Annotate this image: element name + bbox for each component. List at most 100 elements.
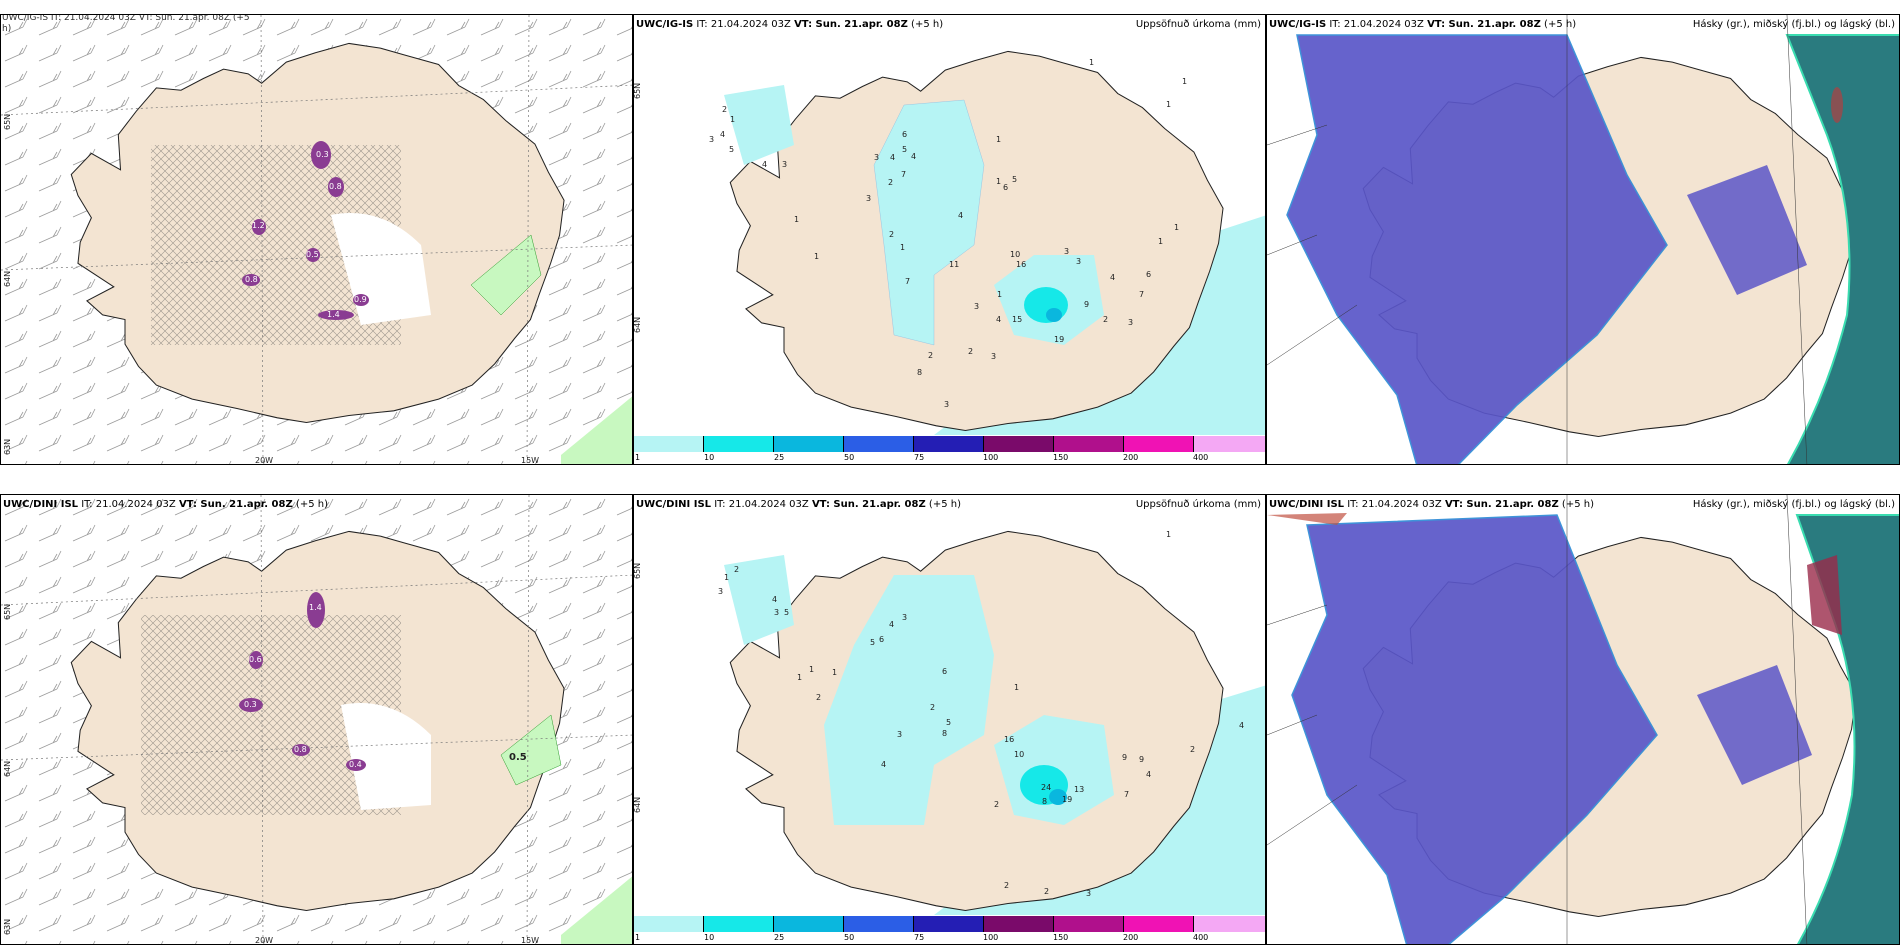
field-title: Uppsöfnuð úrkoma (mm) [1135,19,1261,30]
precip-blob [292,744,310,756]
precip-panel-top: UWC/IG-IS IT: 21.04.2024 03Z VT: Sun. 21… [633,14,1266,465]
precip-value: 2 [1103,315,1109,324]
cbar-tick: 100 [983,453,999,462]
precip-blob [328,177,344,197]
model-name: UWC/IG-IS [1269,19,1327,30]
precip-value: 3 [866,194,872,203]
precip-value: 4 [911,152,917,161]
ocean-cloud [1795,514,1899,944]
precip-value: 3 [1128,318,1134,327]
precip-value: 2 [968,347,974,356]
precip-value: 4 [1239,721,1245,730]
cloud-map [1267,495,1899,944]
lat-label: 64N [633,316,642,333]
cbar-swatch [984,916,1054,932]
precip-value: 5 [784,608,790,617]
cbar-tick: 150 [1053,453,1069,462]
cbar-swatch [1194,436,1265,452]
precip-value: 5 [902,145,908,154]
cbar-tick: 10 [704,453,715,462]
wind-panel-bottom: UWC/DINI ISL IT: 21.04.2024 03Z VT: Sun.… [0,494,633,945]
cbar-tick: 400 [1193,933,1209,942]
precip-value: 3 [709,135,715,144]
field-title: Hásky (gr.), miðský (fj.bl.) og lágský (… [1692,19,1895,30]
precip-value-label: 0.5 [306,250,319,259]
precip-value-label: 0.8 [294,745,307,754]
wind-panel-top: UWC/IG-IS IT: 21.04.2024 03Z VT: Sun. 21… [0,14,633,465]
precip-value: 10 [1014,750,1025,759]
precip-value: 6 [879,635,885,644]
cbar-swatch [844,916,914,932]
precip-value: 2 [816,693,822,702]
title-text: UWC/IG-IS IT: 21.04.2024 03Z VT: Sun. 21… [2,14,250,23]
precip-map [724,50,1265,435]
model-name: UWC/DINI ISL [3,499,79,510]
precip-value-label: 1.2 [252,221,265,230]
lat-label: 64N [3,760,12,777]
cbar-swatch [984,436,1054,452]
precip-value: 2 [1190,745,1196,754]
precip-value: 1 [996,135,1002,144]
precip-value-label: 0.4 [349,760,362,769]
precip-value-label: 1.4 [309,603,322,612]
green-value-label: 0.5 [509,752,527,763]
lat-label: 63N [3,438,12,455]
panel-header: UWC/IG-IS IT: 21.04.2024 03Z VT: Sun. 21… [636,18,1261,34]
model-name: UWC/DINI ISL [1269,499,1345,510]
lon-label: 15W [521,936,540,945]
precip-value: 1 [724,573,730,582]
panel-header: UWC/DINI ISL IT: 21.04.2024 03Z VT: Sun.… [1269,498,1895,514]
precip-value: 4 [772,595,778,604]
precip-value-label: 0.3 [316,150,329,159]
cbar-tick: 50 [844,453,855,462]
precip-value: 19 [1054,335,1065,344]
lon-label: 20W [255,936,274,945]
precip-value: 3 [1086,889,1092,898]
precip-value: 1 [1174,223,1180,232]
precip-value: 7 [901,170,907,179]
cbar-tick: 400 [1193,453,1209,462]
cbar-swatch [1054,436,1124,452]
lat-label: 64N [633,796,642,813]
precip-value: 2 [888,178,894,187]
precip-value: 1 [996,177,1002,186]
precip-value: 11 [949,260,960,269]
lat-label: 63N [3,918,12,935]
precip-colorbar: 1 10 25 50 75 100 150 200 400 [634,436,1265,464]
precip-value: 4 [881,760,887,769]
precip-value: 19 [1062,795,1073,804]
precip-blob [318,310,354,320]
precip-blob [353,294,369,306]
precip-value: 16 [1016,260,1027,269]
field-title: Uppsöfnuð úrkoma (mm) [1135,499,1261,510]
valid-time: VT: Sun. 21.apr. 08Z [811,499,926,510]
precip-value: 3 [718,587,724,596]
precip-value: 3 [897,730,903,739]
precip-value: 1 [900,243,906,252]
precip-value-label: 0.3 [244,700,257,709]
panel-header: UWC/IG-IS IT: 21.04.2024 03Z VT: Sun. 21… [1269,18,1895,34]
valid-time: VT: Sun. 21.apr. 08Z [1444,499,1559,510]
precip-value: 4 [1110,273,1116,282]
cbar-tick: 75 [914,933,925,942]
cbar-swatch [634,436,704,452]
precip-blob [307,592,325,628]
precip-value: 10 [1010,250,1021,259]
cloud-mass [1286,34,1668,464]
precip-blob [252,219,266,235]
precip-value: 8 [942,729,948,738]
precip-value: 2 [889,230,895,239]
lead-time: (+5 h) [1561,499,1594,510]
precip-value: 1 [730,115,736,124]
precip-blob [239,698,263,712]
cbar-tick: 150 [1053,933,1069,942]
precip-value: 7 [1124,790,1130,799]
precip-value: 4 [890,153,896,162]
precip-value: 1 [1182,77,1188,86]
precip-value: 3 [944,400,950,409]
wind-map [1,495,632,944]
precip-value: 5 [729,145,735,154]
field-title: Hásky (gr.), miðský (fj.bl.) og lágský (… [1692,499,1895,510]
precip-value: 1 [814,252,820,261]
precip-value: 6 [1146,270,1152,279]
